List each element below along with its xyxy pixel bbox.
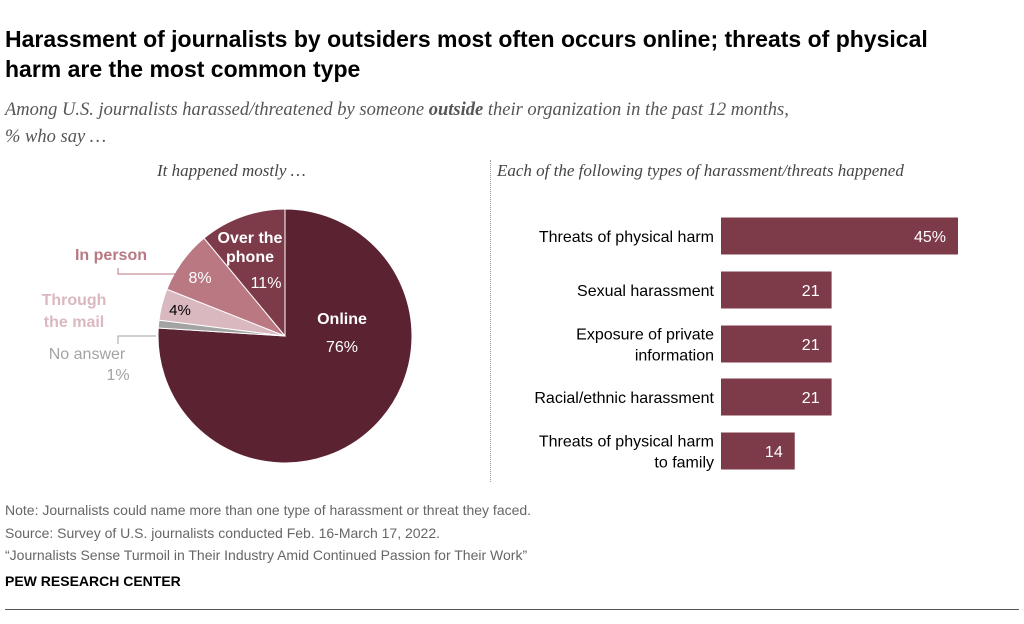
leader-line-no-answer (117, 335, 156, 344)
pie-slice-over-the-phone (203, 208, 286, 338)
subtitle-line-2: % who say … (5, 127, 107, 147)
subtitle-pre: Among U.S. journalists harassed/threaten… (5, 100, 429, 120)
chart-title: Harassment of journalists by outsiders m… (5, 24, 1020, 84)
bar-chart: 45% Threats of physical harm 21 Sexual hara… (534, 217, 958, 472)
pie-value-online: 76% (326, 339, 358, 356)
subtitle-bold: outside (428, 100, 484, 120)
title-line-2: harm are the most common type (5, 56, 361, 82)
pie-section-title: It happened mostly … (157, 161, 306, 180)
leader-line-in-person (117, 268, 178, 275)
pie-chart: Online 76% Over the phone 11% In person 8% Thro… (42, 208, 413, 464)
pie-value-through-the-mail: 4% (169, 302, 191, 319)
footnotes: Note: Journalists could name more than o… (5, 499, 531, 567)
bar-value-racial-ethnic-harassment: 21 (802, 390, 820, 407)
brand-name: PEW RESEARCH CENTER (5, 573, 181, 589)
pie-label-in-person: In person (75, 247, 147, 264)
pie-value-in-person: 8% (188, 270, 211, 287)
title-line-1: Harassment of journalists by outsiders m… (5, 26, 928, 52)
bar-section-title: Each of the following types of harassmen… (497, 161, 904, 180)
bar-label-sexual-harassment: Sexual harassment (577, 283, 715, 300)
pie-label-through-the-mail: Through the mail (42, 292, 107, 331)
bar-racial-ethnic-harassment (721, 378, 832, 416)
report-text: “Journalists Sense Turmoil in Their Indu… (5, 547, 528, 563)
section-divider (490, 160, 491, 482)
pie-value-over-the-phone: 11% (251, 275, 282, 292)
bar-label-racial-ethnic-harassment: Racial/ethnic harassment (534, 390, 714, 407)
note-text: Note: Journalists could name more than o… (5, 502, 532, 518)
pie-slice-online (157, 208, 413, 464)
chart-subtitle: Among U.S. journalists harassed/threaten… (5, 97, 1005, 151)
bar-sexual-harassment (721, 271, 832, 309)
pie-value-no-answer: 1% (106, 367, 129, 384)
bar-exposure-of-private-information (721, 325, 832, 363)
bar-threats-of-physical-harm-to-family (721, 432, 795, 470)
bottom-rule (5, 609, 1019, 610)
bar-label-exposure-of-private-information: Exposure of private information (576, 327, 714, 365)
bar-label-threats-of-physical-harm: Threats of physical harm (539, 229, 714, 246)
subtitle-post: their organization in the past 12 months… (483, 100, 789, 120)
pie-label-online: Online (317, 311, 367, 328)
bar-label-threats-of-physical-harm-to-family: Threats of physical harm to family (539, 434, 714, 472)
source-text: Source: Survey of U.S. journalists condu… (5, 524, 441, 541)
pie-label-no-answer: No answer (49, 346, 126, 363)
bar-value-sexual-harassment: 21 (802, 283, 820, 300)
bar-value-threats-of-physical-harm-to-family: 14 (765, 444, 783, 461)
bar-value-threats-of-physical-harm: 45% (914, 229, 946, 246)
pie-label-over-the-phone: Over the phone (218, 230, 283, 266)
bar-threats-of-physical-harm (721, 217, 958, 255)
bar-value-exposure-of-private-information: 21 (802, 337, 820, 354)
